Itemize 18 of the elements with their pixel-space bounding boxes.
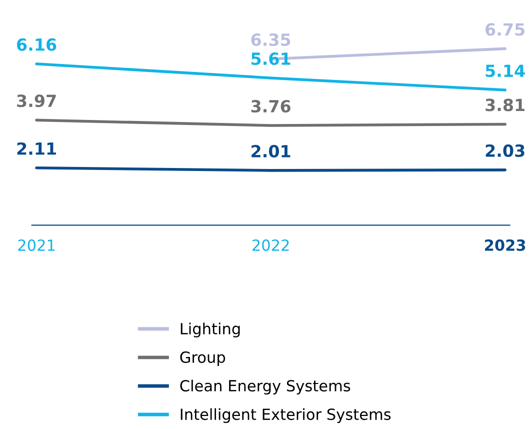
data-label: 6.16 bbox=[17, 38, 56, 51]
legend-label: Clean Energy Systems bbox=[180, 380, 350, 394]
legend-label: Intelligent Exterior Systems bbox=[180, 408, 391, 424]
legend-label: Lighting bbox=[180, 322, 240, 338]
x-tick-label: 2021 bbox=[18, 239, 55, 251]
data-label: 5.14 bbox=[486, 64, 525, 78]
x-tick-label: 2022 bbox=[252, 239, 289, 251]
x-tick-label: 2023 bbox=[485, 239, 526, 251]
data-label: 6.75 bbox=[486, 23, 524, 36]
data-label: 2.01 bbox=[252, 144, 290, 158]
data-label: 2.11 bbox=[17, 142, 56, 155]
data-label: 2.03 bbox=[486, 144, 524, 157]
data-label: 3.81 bbox=[486, 98, 524, 112]
data-label: 3.76 bbox=[251, 100, 290, 113]
legend-label: Group bbox=[180, 351, 226, 366]
data-label: 3.97 bbox=[17, 94, 56, 108]
data-label: 5.61 bbox=[252, 52, 290, 66]
data-label: 6.35 bbox=[251, 33, 290, 46]
